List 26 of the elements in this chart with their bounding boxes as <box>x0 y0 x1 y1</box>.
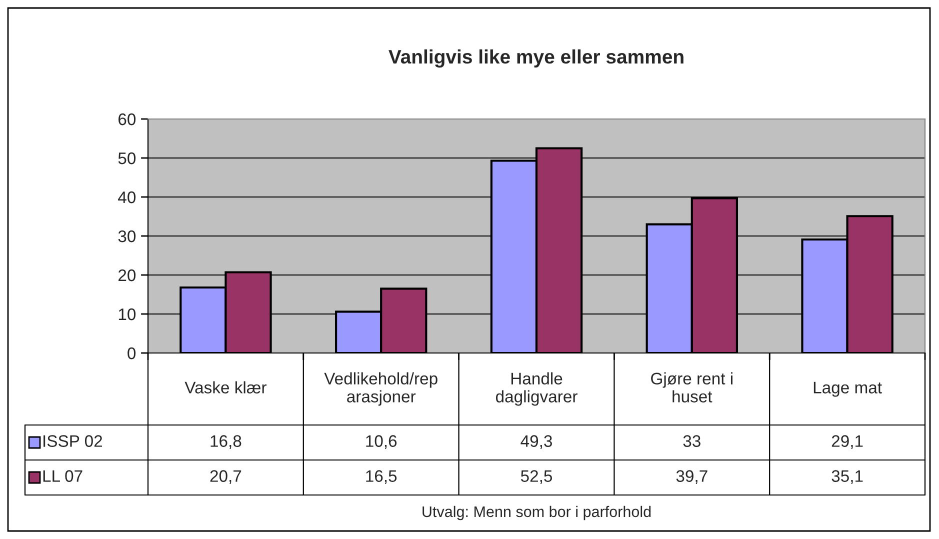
y-tick-label: 50 <box>118 152 136 164</box>
data-label: 20,7 <box>210 470 242 484</box>
chart-title: Vanligvis like mye eller sammen <box>388 49 684 68</box>
y-tick-label: 0 <box>128 347 136 360</box>
data-label: 39,7 <box>676 470 708 484</box>
data-label: 49,3 <box>520 435 552 449</box>
legend-label: LL 07 <box>43 470 82 482</box>
data-label: 33 <box>683 435 700 447</box>
y-tick-label: 10 <box>118 308 136 320</box>
y-tick-label: 60 <box>118 113 136 126</box>
x-tick-label: Handle dagligvarer <box>496 372 578 406</box>
data-label: 35,1 <box>832 470 863 484</box>
data-label: 29,1 <box>832 435 863 449</box>
data-label: 16,5 <box>366 470 397 484</box>
y-tick-label: 30 <box>118 230 136 242</box>
data-label: 52,5 <box>520 470 552 484</box>
x-tick-label: Gjøre rent i huset <box>651 372 732 402</box>
data-label: 16,8 <box>210 435 242 449</box>
x-tick-label: Vaske klær <box>184 381 266 394</box>
y-tick-label: 40 <box>118 191 136 204</box>
data-label: 10,6 <box>366 435 397 449</box>
text: Utvalg: Menn som bor i parforhold <box>422 506 651 520</box>
x-tick-label: Vedlikehold/rep arasjoner <box>324 372 438 406</box>
legend-label: ISSP 02 <box>44 435 102 447</box>
y-tick-label: 20 <box>118 269 136 282</box>
x-tick-label: Lage mat <box>814 382 882 397</box>
